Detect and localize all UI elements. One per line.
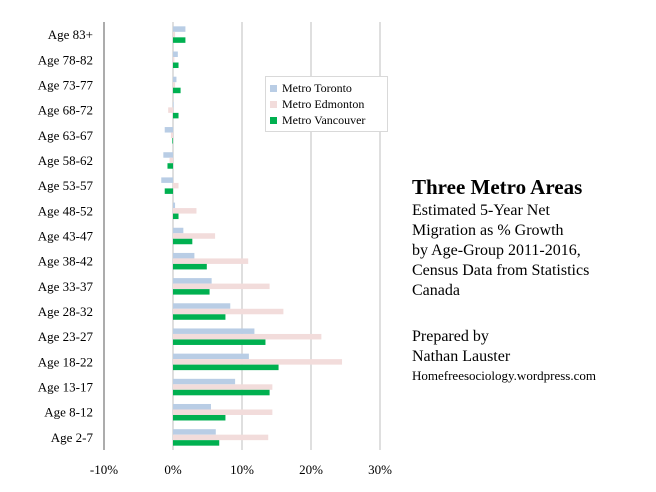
y-tick-label: Age 53-57 bbox=[38, 178, 94, 193]
bar-metro-vancouver-age-83 bbox=[173, 37, 186, 43]
prepared-by-label: Prepared by bbox=[412, 328, 489, 345]
subtitle-line: Estimated 5-Year Net bbox=[412, 202, 550, 219]
bar-metro-edmonton-age-58-62 bbox=[169, 157, 173, 164]
subtitle-line: Migration as % Growth bbox=[412, 222, 564, 239]
y-tick-label: Age 78-82 bbox=[38, 52, 93, 67]
y-tick-label: Age 18-22 bbox=[38, 354, 93, 369]
bar-metro-vancouver-age-33-37 bbox=[173, 289, 210, 295]
bar-metro-vancouver-age-58-62 bbox=[167, 163, 173, 169]
bar-metro-vancouver-age-23-27 bbox=[173, 339, 266, 345]
bar-metro-edmonton-age-23-27 bbox=[173, 333, 322, 340]
subtitle-line: Canada bbox=[412, 282, 460, 299]
legend-item-edmonton: Metro Edmonton bbox=[270, 96, 387, 112]
bar-metro-toronto-age-63-67 bbox=[164, 127, 173, 133]
bar-metro-edmonton-age-33-37 bbox=[173, 283, 270, 290]
y-tick-label: Age 13-17 bbox=[38, 380, 94, 395]
bar-metro-toronto-age-28-32 bbox=[173, 303, 231, 309]
bar-metro-edmonton-age-18-22 bbox=[173, 359, 343, 365]
y-tick-label: Age 23-27 bbox=[38, 329, 94, 344]
y-tick-label: Age 58-62 bbox=[38, 153, 93, 168]
bar-metro-toronto-age-58-62 bbox=[163, 152, 173, 158]
x-tick-label: 30% bbox=[368, 462, 392, 477]
bar-metro-toronto-age-78-82 bbox=[173, 51, 178, 58]
bar-metro-edmonton-age-2-7 bbox=[173, 434, 269, 441]
subtitle-line: Census Data from Statistics bbox=[412, 262, 590, 279]
bar-metro-vancouver-age-13-17 bbox=[173, 389, 270, 396]
x-tick-label: 10% bbox=[230, 462, 254, 477]
bar-metro-toronto-age-48-52 bbox=[173, 202, 176, 209]
bar-metro-vancouver-age-43-47 bbox=[173, 238, 193, 245]
bar-metro-vancouver-age-18-22 bbox=[173, 364, 279, 371]
bar-metro-vancouver-age-73-77 bbox=[173, 87, 181, 94]
bar-metro-toronto-age-53-57 bbox=[161, 177, 173, 183]
y-tick-label: Age 43-47 bbox=[38, 229, 94, 244]
y-tick-label: Age 28-32 bbox=[38, 304, 93, 319]
author-name: Nathan Lauster bbox=[412, 348, 511, 365]
bar-metro-edmonton-age-28-32 bbox=[173, 308, 284, 315]
bar-metro-edmonton-age-78-82 bbox=[173, 57, 175, 63]
legend-item-toronto: Metro Toronto bbox=[270, 80, 387, 96]
legend-swatch-vancouver bbox=[270, 116, 277, 124]
y-tick-label: Age 2-7 bbox=[51, 430, 94, 445]
bar-metro-vancouver-age-63-67 bbox=[172, 138, 173, 144]
bar-metro-toronto-age-68-72 bbox=[173, 101, 174, 108]
bar-metro-edmonton-age-38-42 bbox=[173, 258, 249, 264]
bar-metro-edmonton-age-63-67 bbox=[170, 132, 173, 139]
legend-label-toronto: Metro Toronto bbox=[282, 81, 352, 95]
x-axis-labels: -10% 0% 10% 20% 30% bbox=[90, 462, 392, 477]
bar-metro-toronto-age-38-42 bbox=[173, 252, 195, 259]
bar-metro-edmonton-age-68-72 bbox=[168, 107, 173, 113]
bar-metro-toronto-age-33-37 bbox=[173, 278, 212, 284]
y-tick-label: Age 38-42 bbox=[38, 254, 93, 269]
bar-metro-vancouver-age-78-82 bbox=[173, 62, 179, 69]
x-tick-label: 20% bbox=[299, 462, 323, 477]
y-axis-labels: Age 83+ Age 78-82 Age 73-77 Age 68-72 Age 63… bbox=[38, 27, 94, 445]
bar-metro-vancouver-age-2-7 bbox=[173, 440, 220, 446]
bar-metro-vancouver-age-68-72 bbox=[173, 112, 179, 119]
x-tick-label: -10% bbox=[90, 462, 118, 477]
legend-item-vancouver: Metro Vancouver bbox=[270, 112, 387, 128]
website-link[interactable]: Homefreesociology.wordpress.com bbox=[412, 368, 596, 383]
bar-metro-vancouver-age-28-32 bbox=[173, 314, 226, 320]
x-tick-label: 0% bbox=[164, 462, 182, 477]
legend-label-edmonton: Metro Edmonton bbox=[282, 97, 365, 111]
y-tick-label: Age 33-37 bbox=[38, 279, 94, 294]
y-tick-label: Age 48-52 bbox=[38, 203, 93, 218]
legend-swatch-edmonton bbox=[270, 100, 277, 108]
bar-metro-edmonton-age-83 bbox=[173, 31, 176, 38]
bar-metro-vancouver-age-53-57 bbox=[164, 188, 173, 194]
bar-metro-edmonton-age-13-17 bbox=[173, 384, 273, 390]
y-tick-label: Age 8-12 bbox=[44, 405, 93, 420]
bar-metro-toronto-age-13-17 bbox=[173, 378, 236, 385]
bar-metro-toronto-age-83 bbox=[173, 26, 186, 32]
annotation-block: Three Metro Areas Estimated 5-Year Net M… bbox=[412, 175, 652, 385]
bars bbox=[161, 26, 343, 446]
bar-metro-toronto-age-8-12 bbox=[173, 403, 211, 410]
bar-metro-edmonton-age-53-57 bbox=[173, 182, 179, 189]
chart-title: Three Metro Areas bbox=[412, 175, 583, 199]
y-tick-label: Age 63-67 bbox=[38, 128, 94, 143]
legend: Metro Toronto Metro Edmonton Metro Vanco… bbox=[265, 76, 388, 132]
bar-metro-vancouver-age-38-42 bbox=[173, 263, 207, 270]
bar-metro-edmonton-age-73-77 bbox=[173, 82, 176, 88]
legend-swatch-toronto bbox=[270, 84, 277, 92]
legend-label-vancouver: Metro Vancouver bbox=[282, 113, 366, 127]
bar-metro-vancouver-age-48-52 bbox=[173, 213, 179, 220]
bar-metro-toronto-age-23-27 bbox=[173, 328, 255, 334]
bar-metro-edmonton-age-43-47 bbox=[173, 233, 216, 239]
y-tick-label: Age 83+ bbox=[48, 27, 93, 42]
y-tick-label: Age 68-72 bbox=[38, 103, 93, 118]
bar-metro-toronto-age-73-77 bbox=[173, 76, 177, 83]
bar-metro-toronto-age-2-7 bbox=[173, 429, 216, 435]
bar-metro-edmonton-age-8-12 bbox=[173, 409, 273, 415]
bar-metro-toronto-age-43-47 bbox=[173, 227, 184, 234]
bar-metro-vancouver-age-8-12 bbox=[173, 414, 226, 421]
bar-metro-toronto-age-18-22 bbox=[173, 353, 249, 360]
bar-metro-edmonton-age-48-52 bbox=[173, 208, 197, 214]
y-tick-label: Age 73-77 bbox=[38, 77, 94, 92]
subtitle-line: by Age-Group 2011-2016, bbox=[412, 242, 581, 259]
